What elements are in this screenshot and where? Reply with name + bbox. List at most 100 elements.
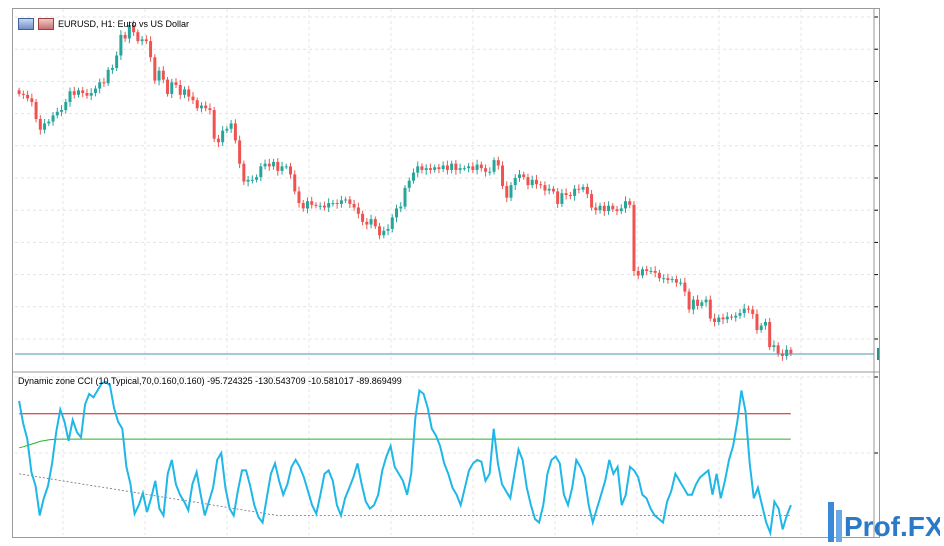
- candle-body: [691, 299, 695, 310]
- candle-body: [509, 185, 513, 198]
- candle-body: [242, 163, 246, 182]
- candle-body: [221, 130, 225, 143]
- candle-body: [233, 123, 237, 141]
- candle-body: [721, 317, 725, 320]
- cci-line: [18, 380, 792, 537]
- candle-body: [267, 163, 271, 167]
- candle-body: [395, 208, 399, 218]
- candle-body: [683, 282, 687, 292]
- candle-body: [208, 108, 212, 111]
- candle-body: [276, 161, 280, 171]
- candle-body: [250, 179, 254, 181]
- candle-body: [246, 179, 250, 182]
- candle-body: [335, 203, 339, 205]
- candle-body: [742, 308, 746, 314]
- candle-body: [653, 271, 657, 273]
- candlestick-series: [17, 20, 793, 361]
- candle-body: [365, 221, 369, 225]
- candle-body: [467, 166, 471, 169]
- candle-body: [225, 128, 229, 131]
- candle-body: [534, 179, 538, 185]
- candle-body: [501, 165, 505, 187]
- candle-body: [34, 101, 38, 119]
- candle-body: [585, 186, 589, 195]
- candle-body: [318, 205, 322, 207]
- candle-body: [85, 93, 89, 96]
- candle-body: [428, 168, 432, 170]
- candle-body: [255, 177, 259, 180]
- candle-body: [611, 205, 615, 210]
- candle-body: [136, 32, 140, 42]
- candle-body: [51, 115, 55, 122]
- candle-body: [30, 98, 34, 102]
- candle-body: [382, 230, 386, 236]
- candle-body: [369, 219, 373, 225]
- candle-body: [433, 167, 437, 170]
- chart-canvas[interactable]: 1.225401.221801.218201.214601.211001.207…: [13, 9, 924, 537]
- candle-body: [598, 205, 602, 211]
- candle-body: [670, 279, 674, 281]
- candle-body: [708, 299, 712, 319]
- chart-header: EURUSD, H1: Euro vs US Dollar: [18, 18, 189, 30]
- candle-body: [564, 193, 568, 195]
- candle-body: [305, 201, 309, 209]
- chart-icon[interactable]: [38, 18, 54, 30]
- candle-body: [738, 313, 742, 316]
- candle-body: [403, 187, 407, 207]
- candle-body: [72, 91, 76, 95]
- candle-body: [607, 205, 611, 212]
- candle-body: [645, 269, 649, 272]
- candle-body: [458, 168, 462, 170]
- candle-body: [573, 188, 577, 196]
- candle-body: [157, 70, 161, 81]
- candle-body: [628, 201, 632, 205]
- candle-body: [191, 96, 195, 101]
- candle-body: [547, 188, 551, 191]
- candle-body: [178, 84, 182, 95]
- chart-window-icon[interactable]: [18, 18, 34, 30]
- candle-body: [551, 188, 555, 192]
- candle-body: [484, 168, 488, 172]
- candle-body: [666, 278, 670, 280]
- candle-body: [475, 164, 479, 170]
- candle-body: [772, 345, 776, 348]
- candle-body: [789, 349, 793, 354]
- candle-body: [471, 166, 475, 170]
- candle-body: [132, 25, 136, 33]
- candle-body: [344, 199, 348, 201]
- candle-body: [636, 271, 640, 276]
- candle-body: [119, 34, 123, 56]
- candle-body: [310, 201, 314, 205]
- candle-body: [674, 279, 678, 283]
- candle-body: [539, 184, 543, 186]
- candle-body: [696, 299, 700, 306]
- candle-body: [594, 207, 598, 211]
- candle-body: [488, 171, 492, 173]
- candle-body: [373, 219, 377, 227]
- candle-body: [174, 82, 178, 85]
- candle-body: [424, 168, 428, 170]
- candle-body: [441, 165, 445, 170]
- candle-body: [199, 105, 203, 109]
- candle-body: [272, 161, 276, 167]
- candle-body: [496, 160, 500, 166]
- candle-body: [530, 179, 534, 186]
- candle-body: [140, 39, 144, 42]
- candle-body: [785, 349, 789, 356]
- candle-body: [378, 226, 382, 236]
- candle-body: [284, 166, 288, 168]
- candle-body: [522, 174, 526, 178]
- candle-body: [556, 191, 560, 204]
- candle-body: [144, 39, 148, 42]
- candle-body: [602, 205, 606, 212]
- candle-body: [170, 82, 174, 94]
- candle-body: [505, 186, 509, 198]
- candle-body: [662, 278, 666, 280]
- candle-body: [619, 208, 623, 212]
- candle-body: [560, 193, 564, 204]
- candle-body: [640, 269, 644, 276]
- candle-body: [445, 165, 449, 170]
- candle-body: [17, 90, 21, 94]
- candle-body: [301, 203, 305, 209]
- candle-body: [55, 111, 59, 116]
